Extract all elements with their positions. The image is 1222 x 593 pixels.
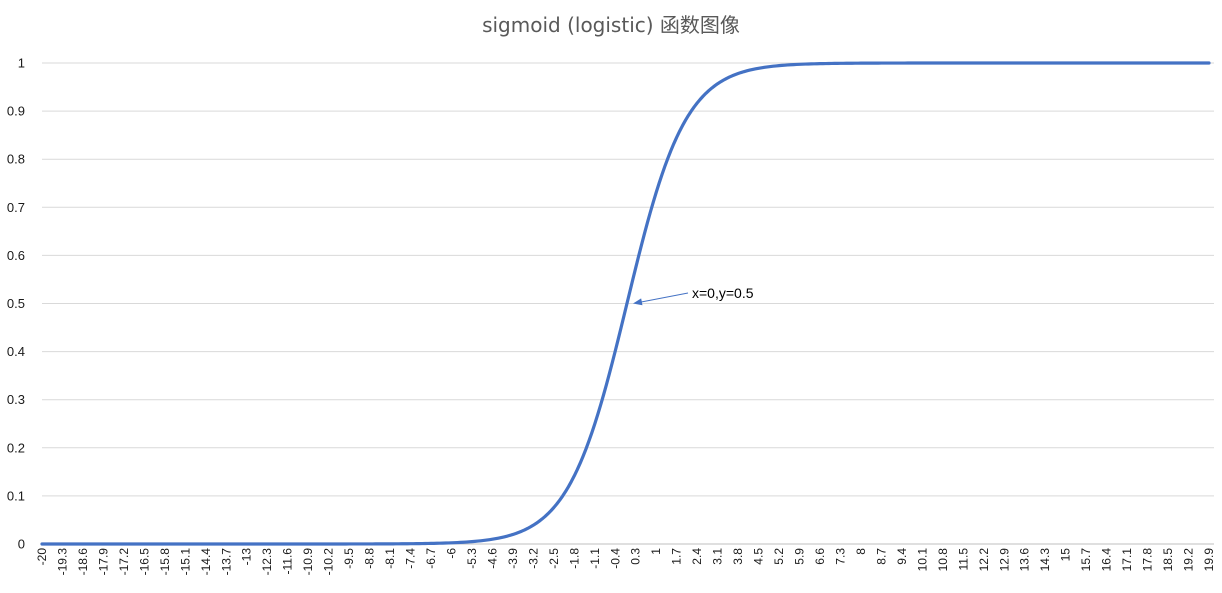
y-tick-label: 0.5 xyxy=(7,296,25,311)
x-tick-label: 7.3 xyxy=(833,548,847,565)
x-tick-label: -11.6 xyxy=(281,548,295,575)
x-tick-label: 6.6 xyxy=(813,548,827,565)
x-tick-label: 2.4 xyxy=(690,548,704,565)
x-tick-label: -3.2 xyxy=(526,548,540,569)
x-tick-label: 4.5 xyxy=(752,548,766,565)
x-tick-label: 10.8 xyxy=(936,548,950,572)
x-tick-label: 5.2 xyxy=(772,548,786,565)
x-axis: -20 -19.3 -18.6 -17.9 -17.2 -16.5 -15.8 -15.1 -1… xyxy=(35,543,1216,576)
x-tick-label: 15.7 xyxy=(1079,548,1093,572)
y-tick-label: 0.7 xyxy=(7,200,25,215)
x-tick-label: -17.2 xyxy=(117,548,131,576)
annotation-arrow-line xyxy=(639,292,689,303)
x-tick-label: -0.4 xyxy=(608,548,622,569)
x-tick-label: 11.5 xyxy=(956,548,970,571)
y-tick-label: 0.8 xyxy=(7,152,25,167)
x-tick-label: 8.7 xyxy=(874,548,888,565)
x-tick-label: -17.9 xyxy=(96,548,110,576)
x-tick-label: -12.3 xyxy=(260,548,274,576)
x-tick-label: -15.1 xyxy=(178,548,192,576)
annotation-arrowhead xyxy=(632,298,643,306)
sigmoid-series-line xyxy=(40,61,1211,546)
x-tick-label: -14.4 xyxy=(199,548,213,576)
y-tick-label: 0.1 xyxy=(7,488,25,503)
x-tick-label: -6.7 xyxy=(424,548,438,569)
x-tick-label: 18.5 xyxy=(1161,548,1175,572)
x-tick-label: -10.2 xyxy=(322,548,336,576)
x-tick-label: -16.5 xyxy=(137,548,151,576)
annotation-label: x=0,y=0.5 xyxy=(692,285,754,301)
x-tick-label: -1.8 xyxy=(567,548,581,569)
x-tick-label: -8.8 xyxy=(363,548,377,569)
x-tick-label: -7.4 xyxy=(404,548,418,569)
x-tick-label: 13.6 xyxy=(1018,548,1032,572)
gridlines xyxy=(42,62,1214,497)
x-tick-label: 15 xyxy=(1059,548,1073,562)
x-tick-label: 1 xyxy=(649,548,663,555)
x-tick-label: 12.2 xyxy=(977,548,991,572)
x-tick-label: -18.6 xyxy=(76,548,90,576)
x-tick-label: -2.5 xyxy=(547,548,561,569)
x-tick-label: 3.1 xyxy=(711,548,725,565)
x-tick-label: -8.1 xyxy=(383,548,397,569)
x-tick-label: 12.9 xyxy=(997,548,1011,572)
x-tick-label: -9.5 xyxy=(342,548,356,569)
x-tick-label: 9.4 xyxy=(895,548,909,565)
x-tick-label: -6 xyxy=(444,548,458,559)
x-tick-label: -3.9 xyxy=(506,548,520,569)
x-tick-label: -13.7 xyxy=(219,548,233,576)
x-tick-label: -15.8 xyxy=(158,548,172,576)
x-tick-label: -4.6 xyxy=(485,548,499,569)
x-tick-label: 10.1 xyxy=(915,548,929,572)
annotation: x=0,y=0.5 xyxy=(632,285,754,306)
x-tick-label: -1.1 xyxy=(588,548,602,569)
x-tick-label: 19.9 xyxy=(1202,548,1216,572)
y-tick-label: 0.2 xyxy=(7,440,25,455)
y-tick-label: 0.3 xyxy=(7,392,25,407)
x-tick-label: 17.1 xyxy=(1120,548,1134,572)
x-tick-label: 17.8 xyxy=(1141,548,1155,572)
x-tick-label: 1.7 xyxy=(670,548,684,565)
y-tick-label: 1 xyxy=(18,56,25,71)
x-tick-label: 0.3 xyxy=(629,548,643,565)
x-tick-label: -5.3 xyxy=(465,548,479,569)
y-tick-label: 0.6 xyxy=(7,248,25,263)
x-tick-label: -19.3 xyxy=(55,548,69,576)
x-tick-label: 5.9 xyxy=(793,548,807,565)
x-tick-label: 19.2 xyxy=(1182,548,1196,572)
x-tick-label: -20 xyxy=(35,548,49,566)
x-tick-label: 14.3 xyxy=(1038,548,1052,572)
x-tick-label: 8 xyxy=(854,548,868,555)
chart-title: sigmoid (logistic) 函数图像 xyxy=(482,13,740,37)
series-layer xyxy=(40,61,1211,546)
x-tick-label: -10.9 xyxy=(301,548,315,576)
x-tick-label: 16.4 xyxy=(1100,548,1114,572)
y-tick-label: 0.9 xyxy=(7,104,25,119)
x-tick-label: -13 xyxy=(240,548,254,566)
y-axis: 0 0.1 0.2 0.3 0.4 0.5 0.6 0.7 0.8 0.9 1 xyxy=(7,56,25,552)
y-tick-label: 0 xyxy=(18,537,25,552)
x-tick-label: 3.8 xyxy=(731,548,745,565)
y-tick-label: 0.4 xyxy=(7,344,25,359)
